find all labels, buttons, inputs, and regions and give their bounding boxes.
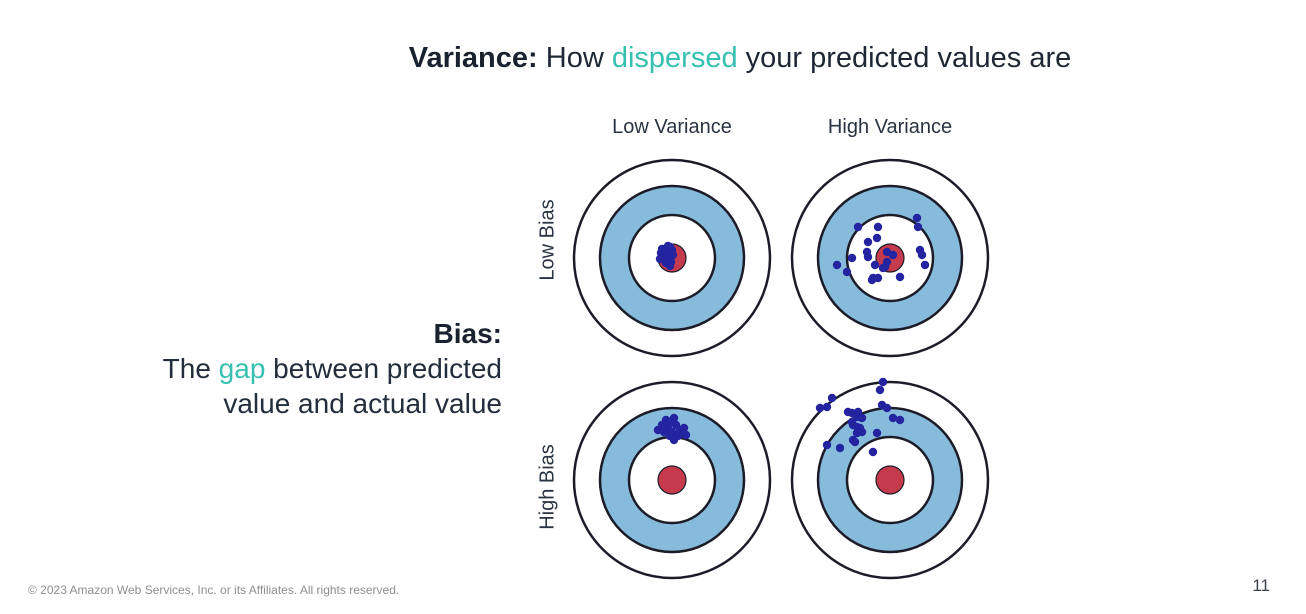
prediction-dot xyxy=(867,275,877,285)
prediction-dot xyxy=(873,222,883,232)
prediction-dot xyxy=(895,272,905,282)
title-text-suffix: your predicted values are xyxy=(737,42,1072,74)
prediction-dot xyxy=(863,252,873,262)
prediction-dot xyxy=(832,260,842,270)
prediction-dot xyxy=(857,413,867,423)
copyright-notice: © 2023 Amazon Web Services, Inc. or its … xyxy=(28,583,400,597)
slide-title: Variance: How dispersed your predicted v… xyxy=(300,42,1180,75)
bullseye-svg xyxy=(572,158,772,358)
bias-line-2: value and actual value xyxy=(223,388,502,419)
bullseye-svg xyxy=(790,377,990,580)
prediction-dot xyxy=(661,419,671,429)
prediction-dot xyxy=(888,413,898,423)
title-text-middle: How xyxy=(537,42,612,74)
prediction-dot xyxy=(822,440,832,450)
prediction-dot xyxy=(913,222,923,232)
bullseye-center xyxy=(657,465,687,495)
bullseye-center xyxy=(875,465,905,495)
prediction-dot xyxy=(661,246,671,256)
bullseye-svg xyxy=(572,380,772,580)
bias-line-1: The gap between predicted xyxy=(162,353,502,384)
prediction-dot xyxy=(669,413,679,423)
prediction-dot xyxy=(878,263,888,273)
prediction-dot xyxy=(912,213,922,223)
bias-definition: Bias: The gap between predicted value an… xyxy=(70,316,502,421)
prediction-dot xyxy=(681,430,691,440)
prediction-dot xyxy=(917,250,927,260)
prediction-dot xyxy=(815,403,825,413)
prediction-dot xyxy=(827,393,837,403)
prediction-dot xyxy=(868,447,878,457)
bias-gap-highlight: gap xyxy=(218,353,266,384)
target-low-bias-low-variance xyxy=(562,148,782,368)
prediction-dot xyxy=(895,415,905,425)
prediction-dot xyxy=(835,443,845,453)
column-label-high-variance: High Variance xyxy=(827,116,953,138)
prediction-dot xyxy=(870,260,880,270)
prediction-dot xyxy=(863,237,873,247)
prediction-dot xyxy=(822,402,832,412)
prediction-dot xyxy=(842,267,852,277)
prediction-dot xyxy=(875,385,885,395)
prediction-dot xyxy=(665,261,675,271)
prediction-dot xyxy=(669,435,679,445)
column-label-low-variance: Low Variance xyxy=(612,116,732,138)
prediction-dot xyxy=(882,403,892,413)
prediction-dot xyxy=(668,250,678,260)
page-number: 11 xyxy=(1252,576,1270,595)
prediction-dot xyxy=(850,437,860,447)
prediction-dot xyxy=(920,260,930,270)
target-low-bias-high-variance xyxy=(780,148,1000,368)
prediction-dot xyxy=(655,254,665,264)
target-high-bias-low-variance xyxy=(562,370,782,590)
prediction-dot xyxy=(853,222,863,232)
target-high-bias-high-variance xyxy=(780,370,1000,590)
title-dispersed-highlight: dispersed xyxy=(611,42,738,74)
prediction-dot xyxy=(679,423,689,433)
bias-heading: Bias: xyxy=(433,318,502,349)
title-variance-term: Variance: xyxy=(408,42,538,74)
bullseye-svg xyxy=(790,158,990,358)
row-label-high-bias: High Bias xyxy=(536,444,559,530)
prediction-dot xyxy=(872,428,882,438)
prediction-dot xyxy=(888,250,898,260)
prediction-dot xyxy=(852,428,862,438)
prediction-dot xyxy=(847,253,857,263)
prediction-dot xyxy=(872,233,882,243)
row-label-low-bias: Low Bias xyxy=(536,199,559,281)
prediction-dot xyxy=(878,377,888,387)
